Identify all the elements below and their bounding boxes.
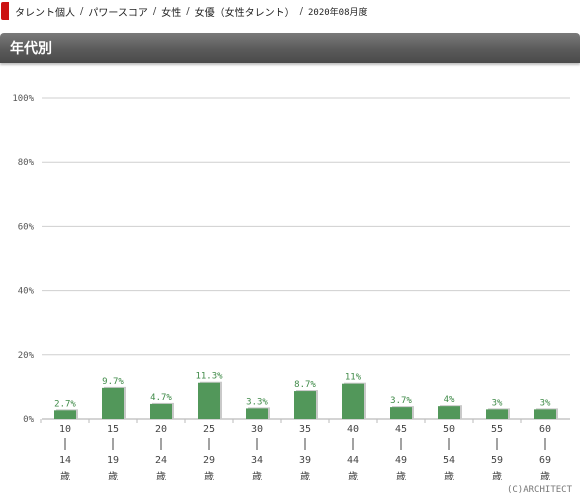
data-label: 3% [492,398,503,408]
age-bar-chart: 0% 20% 40% 60% 80% 100% 2.7% 10 14 歳 9.7% 15 19 歳 4.7%… [12,94,570,480]
x-tick-label-from: 25 [203,424,215,435]
section-title: 年代別 [10,41,52,57]
breadcrumb-separator: / [80,5,84,17]
breadcrumb-marker [1,2,9,20]
bar [102,387,124,419]
y-tick-label: 100% [12,94,34,104]
breadcrumb-item-talent[interactable]: タレント個人 [15,7,75,19]
x-tick-label-to: 39 [299,455,311,466]
x-tick-label-to: 34 [251,455,263,466]
x-tick-label-to: 19 [107,455,119,466]
breadcrumb-item-powerscore[interactable]: パワースコア [88,7,148,19]
x-tick-label-unit: 歳 [348,471,358,480]
x-tick-label-unit: 歳 [204,471,214,480]
breadcrumb: タレント個人 / パワースコア / 女性 / 女優（女性タレント） / 2020… [0,0,580,22]
x-tick-label-from: 35 [299,424,311,435]
bar [342,383,364,419]
breadcrumb-item-date: 2020年08月度 [308,7,368,18]
data-label: 9.7% [102,377,124,387]
x-tick-label-unit: 歳 [156,471,166,480]
data-label: 11.3% [195,372,223,382]
section-header: 年代別 [0,33,580,63]
x-tick-label-from: 50 [443,424,455,435]
breadcrumb-separator: / [152,5,157,17]
y-tick-label: 0% [23,415,34,425]
x-tick-label-to: 29 [203,455,215,466]
bar [534,409,556,419]
bar [486,409,508,419]
x-tick-label-to: 24 [155,455,167,466]
x-tick-label-unit: 歳 [108,471,118,480]
breadcrumb-item-female[interactable]: 女性 [161,7,182,19]
copyright: (C)ARCHITECT [506,485,572,495]
x-tick-label-from: 20 [155,424,167,435]
y-tick-label: 60% [18,222,35,232]
x-tick-label-unit: 歳 [60,471,70,480]
x-tick-label-from: 40 [347,424,359,435]
x-tick-label-unit: 歳 [252,471,262,480]
x-tick-label-unit: 歳 [396,471,406,480]
x-tick-label-to: 69 [539,455,551,466]
x-tick-label-from: 10 [59,424,71,435]
x-tick-label-to: 49 [395,455,407,466]
bar [294,391,316,419]
bar [150,403,172,419]
x-tick-label-unit: 歳 [540,471,550,480]
data-label: 11% [345,373,362,383]
data-label: 8.7% [294,380,316,390]
x-tick-label-to: 59 [491,455,503,466]
breadcrumb-separator: / [186,5,190,17]
data-label: 4% [444,395,455,405]
x-tick-label-from: 45 [395,424,407,435]
x-tick-label-to: 54 [443,455,455,466]
y-tick-label: 80% [18,158,35,168]
data-label: 3.7% [390,396,412,406]
x-tick-label-unit: 歳 [492,471,502,480]
data-label: 2.7% [54,399,76,409]
bar [390,407,412,419]
x-tick-label-from: 55 [491,424,503,435]
x-tick-label-from: 30 [251,424,263,435]
data-label: 3% [540,398,551,408]
bar [438,406,460,419]
data-label: 3.3% [246,397,268,407]
x-tick-label-unit: 歳 [300,471,310,480]
x-tick-label-from: 15 [107,424,119,435]
breadcrumb-separator: / [299,5,303,17]
breadcrumb-item-actress[interactable]: 女優（女性タレント） [194,7,295,19]
data-label: 4.7% [150,393,172,403]
x-tick-label-from: 60 [539,424,551,435]
x-tick-label-to: 44 [347,455,359,466]
bar [54,410,76,419]
y-tick-label: 40% [18,287,35,297]
x-tick-label-unit: 歳 [444,471,454,480]
bar [198,382,220,419]
x-tick-label-to: 14 [59,455,71,466]
y-tick-label: 20% [18,351,35,361]
bar [246,408,268,419]
